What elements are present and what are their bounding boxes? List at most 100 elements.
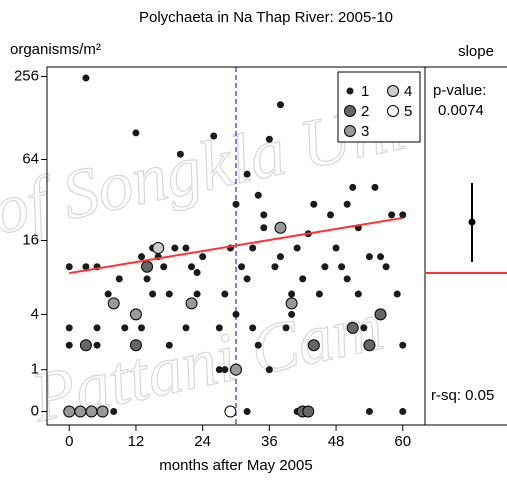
y-axis-label: organisms/m² — [10, 41, 101, 58]
data-point — [96, 405, 109, 418]
data-point — [271, 263, 279, 271]
data-point — [165, 341, 173, 349]
data-point — [343, 200, 351, 208]
p-value: 0.0074 — [438, 102, 484, 119]
data-point — [393, 290, 401, 298]
data-point — [74, 405, 87, 418]
data-point — [93, 341, 101, 349]
chart-title: Polychaeta in Na Thap River: 2005-10 — [139, 9, 393, 26]
data-point — [282, 324, 290, 332]
data-point — [82, 74, 90, 82]
legend-marker — [387, 85, 399, 97]
slope-point — [468, 218, 476, 226]
legend-label: 3 — [361, 123, 369, 140]
data-point — [185, 297, 198, 310]
data-point — [338, 263, 346, 271]
data-point — [221, 366, 229, 374]
slope-title: slope — [458, 43, 494, 60]
legend-label: 1 — [361, 83, 369, 100]
data-point — [310, 200, 318, 208]
data-point — [276, 253, 284, 261]
data-point — [115, 275, 123, 283]
data-point — [65, 341, 73, 349]
data-point — [107, 297, 120, 310]
data-point — [224, 405, 237, 418]
x-tick-label: 48 — [328, 433, 345, 450]
data-point — [371, 183, 379, 191]
data-point — [285, 297, 298, 310]
data-point — [382, 263, 390, 271]
y-tick-label: 1 — [31, 361, 39, 378]
x-tick-label: 0 — [65, 433, 73, 450]
y-tick-label: 0 — [31, 402, 39, 419]
data-point — [160, 263, 168, 271]
data-point — [243, 170, 251, 178]
x-tick-label: 36 — [261, 433, 278, 450]
data-point — [260, 224, 268, 232]
data-point — [188, 263, 196, 271]
data-point — [182, 244, 190, 252]
data-point — [399, 408, 407, 416]
data-point — [176, 150, 184, 158]
data-point — [232, 310, 240, 318]
data-point — [307, 339, 320, 352]
legend-marker — [344, 105, 356, 117]
data-point — [193, 290, 201, 298]
y-tick-label: 4 — [31, 305, 39, 322]
data-point — [215, 366, 223, 374]
data-point — [363, 339, 376, 352]
data-point — [265, 135, 273, 143]
data-point — [132, 129, 140, 137]
x-tick-label: 60 — [394, 433, 411, 450]
data-point — [82, 263, 90, 271]
data-point — [104, 290, 112, 298]
legend-label: 5 — [404, 103, 412, 120]
data-point — [121, 324, 129, 332]
data-point — [93, 324, 101, 332]
data-point — [243, 275, 251, 283]
r-squared: r-sq: 0.05 — [431, 387, 494, 404]
data-point — [193, 269, 201, 277]
data-point — [199, 253, 207, 261]
data-point — [210, 132, 218, 140]
p-label: p-value: — [433, 82, 486, 99]
slope-frame — [424, 66, 507, 426]
data-point — [315, 290, 323, 298]
data-point — [230, 363, 242, 376]
data-point — [215, 324, 223, 332]
data-point — [365, 408, 373, 416]
data-point — [374, 308, 387, 321]
data-point — [254, 191, 262, 199]
data-point — [238, 263, 246, 271]
data-point — [129, 339, 142, 352]
data-point — [171, 244, 179, 252]
data-point — [288, 290, 296, 298]
data-point — [165, 290, 173, 298]
legend-label: 4 — [404, 83, 412, 100]
data-point — [149, 290, 157, 298]
legend-marker — [387, 105, 399, 117]
x-tick-label: 12 — [128, 433, 145, 450]
data-point — [138, 253, 145, 261]
data-point — [110, 408, 118, 416]
y-tick-label: 16 — [22, 231, 39, 248]
data-point — [243, 408, 251, 416]
data-point — [360, 324, 368, 332]
data-point — [182, 324, 190, 332]
data-point — [152, 242, 165, 255]
data-point — [399, 211, 407, 219]
data-point — [321, 263, 329, 271]
data-point — [254, 341, 262, 349]
data-point — [276, 101, 284, 109]
data-point — [293, 244, 301, 252]
data-point — [65, 263, 73, 271]
data-point — [365, 253, 373, 261]
x-tick-label: 24 — [194, 433, 211, 450]
data-point — [260, 211, 268, 219]
data-point — [221, 290, 229, 298]
data-point — [63, 405, 76, 418]
data-point — [343, 275, 351, 283]
data-point — [143, 275, 151, 283]
data-point — [141, 260, 154, 273]
data-point — [65, 324, 73, 332]
